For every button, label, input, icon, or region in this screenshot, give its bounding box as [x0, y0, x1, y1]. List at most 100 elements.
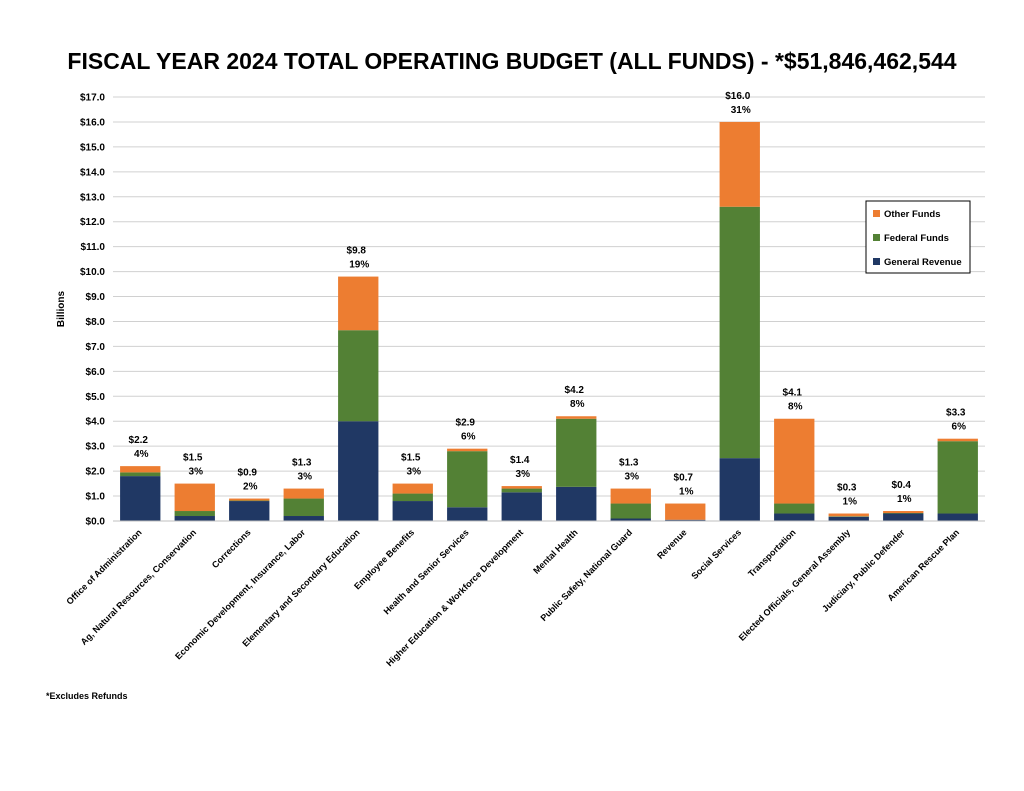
- data-label-total: $16.0: [725, 91, 750, 102]
- bar-segment-federal-funds: [774, 503, 815, 514]
- legend-entry: Other Funds: [884, 209, 940, 220]
- legend-swatch: [873, 210, 880, 217]
- data-label-total: $2.9: [456, 418, 476, 429]
- y-tick-label: $2.0: [86, 467, 106, 478]
- bar-segment-federal-funds: [610, 503, 651, 519]
- data-label-total: $4.1: [783, 388, 803, 399]
- data-label-percent: 8%: [570, 399, 585, 410]
- y-tick-label: $4.0: [86, 417, 106, 428]
- y-tick-label: $5.0: [86, 392, 106, 403]
- bar-segment-other-funds: [774, 418, 815, 504]
- bar-segment-federal-funds: [392, 493, 433, 502]
- bar-segment-other-funds: [229, 498, 270, 501]
- data-label-percent: 6%: [461, 432, 476, 443]
- bar-segment-federal-funds: [556, 418, 597, 487]
- bar-segment-general-revenue: [174, 516, 215, 521]
- y-tick-label: $12.0: [80, 217, 105, 228]
- legend-entry: Federal Funds: [884, 233, 949, 244]
- bar-segment-general-revenue: [665, 519, 706, 521]
- y-tick-label: $8.0: [86, 317, 106, 328]
- footnote: *Excludes Refunds: [46, 691, 128, 701]
- legend-swatch: [873, 258, 880, 265]
- bar-segment-other-funds: [665, 503, 706, 520]
- bar-segment-other-funds: [719, 121, 760, 207]
- bar-segment-general-revenue: [392, 501, 433, 521]
- y-tick-label: $15.0: [80, 142, 105, 153]
- y-tick-label: $17.0: [80, 93, 105, 104]
- data-label-total: $0.7: [674, 473, 694, 484]
- chart-title: FISCAL YEAR 2024 TOTAL OPERATING BUDGET …: [67, 48, 957, 74]
- bar-segment-other-funds: [447, 448, 488, 452]
- bar-segment-other-funds: [392, 483, 433, 494]
- x-tick-label: Mental Health: [531, 527, 579, 575]
- data-label-total: $1.3: [292, 458, 312, 469]
- legend-swatch: [873, 234, 880, 241]
- bar-segment-other-funds: [338, 276, 379, 331]
- data-label-percent: 1%: [843, 497, 858, 508]
- bar-segment-other-funds: [501, 486, 542, 489]
- data-label-percent: 3%: [298, 472, 313, 483]
- x-tick-label: Elementary and Secondary Education: [240, 527, 361, 648]
- bar-segment-other-funds: [610, 488, 651, 504]
- bar-segment-federal-funds: [447, 451, 488, 508]
- data-label-total: $0.3: [837, 483, 857, 494]
- data-label-total: $1.3: [619, 458, 639, 469]
- x-tick-label: Social Services: [689, 527, 743, 581]
- data-label-percent: 19%: [349, 260, 369, 271]
- data-label-total: $1.5: [401, 453, 421, 464]
- bar-segment-federal-funds: [719, 206, 760, 459]
- bar-segment-general-revenue: [610, 518, 651, 521]
- data-label-total: $1.5: [183, 453, 203, 464]
- data-label-percent: 3%: [625, 472, 640, 483]
- bar-segment-general-revenue: [828, 516, 869, 521]
- bar-segment-general-revenue: [447, 507, 488, 521]
- x-tick-label: Corrections: [210, 527, 253, 570]
- bar-segment-general-revenue: [338, 421, 379, 521]
- data-label-percent: 1%: [897, 494, 912, 505]
- bar-segment-federal-funds: [338, 330, 379, 422]
- y-tick-label: $13.0: [80, 192, 105, 203]
- data-label-percent: 2%: [243, 482, 258, 493]
- data-label-total: $0.9: [238, 468, 258, 479]
- bar-segment-other-funds: [828, 513, 869, 517]
- bar-segment-federal-funds: [501, 488, 542, 493]
- legend-entry: General Revenue: [884, 257, 962, 268]
- y-tick-label: $0.0: [86, 517, 106, 528]
- y-tick-label: $10.0: [80, 267, 105, 278]
- bar-segment-general-revenue: [283, 516, 324, 521]
- y-tick-label: $7.0: [86, 342, 106, 353]
- bar-segment-general-revenue: [719, 458, 760, 521]
- x-tick-label: Employee Benefits: [352, 527, 416, 591]
- data-label-total: $9.8: [347, 246, 367, 257]
- data-label-percent: 3%: [189, 467, 204, 478]
- y-tick-label: $9.0: [86, 292, 106, 303]
- x-tick-label: Public Safety, National Guard: [538, 527, 634, 623]
- x-tick-label: Revenue: [655, 527, 689, 561]
- y-tick-label: $16.0: [80, 117, 105, 128]
- data-label-total: $3.3: [946, 408, 966, 419]
- bar-segment-general-revenue: [937, 513, 978, 521]
- bar-segment-other-funds: [883, 511, 924, 514]
- bar-segment-other-funds: [283, 488, 324, 499]
- bar-segment-federal-funds: [937, 441, 978, 514]
- data-label-total: $2.2: [129, 435, 149, 446]
- data-label-total: $4.2: [565, 385, 585, 396]
- bar-segment-other-funds: [556, 416, 597, 419]
- bar-segment-general-revenue: [556, 486, 597, 521]
- y-tick-label: $6.0: [86, 367, 106, 378]
- bar-segment-other-funds: [120, 466, 161, 473]
- bar-segment-federal-funds: [174, 511, 215, 517]
- y-tick-label: $1.0: [86, 492, 106, 503]
- data-label-percent: 3%: [516, 469, 531, 480]
- data-label-percent: 1%: [679, 487, 694, 498]
- bar-segment-other-funds: [174, 483, 215, 512]
- bar-segment-general-revenue: [774, 513, 815, 521]
- y-tick-label: $11.0: [81, 242, 106, 253]
- data-label-total: $0.4: [892, 480, 912, 491]
- bar-segment-federal-funds: [120, 472, 161, 477]
- bar-segment-general-revenue: [229, 501, 270, 521]
- y-axis-label: Billions: [56, 291, 67, 328]
- bar-segment-general-revenue: [501, 492, 542, 521]
- y-tick-label: $3.0: [86, 442, 106, 453]
